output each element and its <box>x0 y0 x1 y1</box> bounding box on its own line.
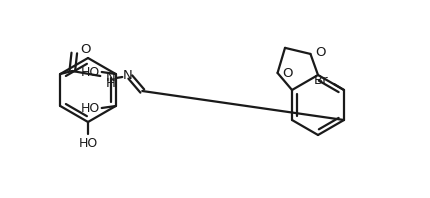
Text: HO: HO <box>80 66 100 78</box>
Text: O: O <box>283 68 293 80</box>
Text: N: N <box>123 69 132 82</box>
Text: O: O <box>316 47 326 59</box>
Text: Br: Br <box>313 73 328 87</box>
Text: HO: HO <box>78 137 98 150</box>
Text: N: N <box>105 70 115 84</box>
Text: H: H <box>105 76 115 89</box>
Text: HO: HO <box>80 102 100 114</box>
Text: O: O <box>80 43 91 55</box>
